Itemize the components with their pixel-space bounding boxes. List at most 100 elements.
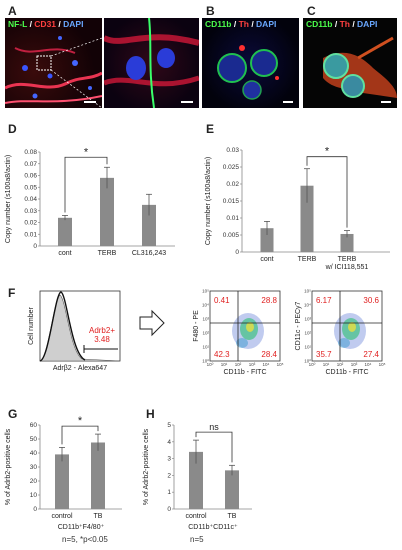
- bar-chart-e: 0 0.005 0.01 0.015 0.02 0.025 0.03 Copy number …: [205, 146, 390, 271]
- arrow-icon: [139, 309, 165, 337]
- x-tick-label: 10⁵: [379, 362, 386, 367]
- x-axis-label: CD11b - FITC: [325, 369, 368, 376]
- y-tick-label: 0.06: [24, 173, 37, 180]
- category-label: control: [185, 513, 206, 520]
- category-label: w/ ICI118,551: [325, 264, 369, 271]
- histogram-line: [39, 291, 86, 362]
- micrograph-a-overview-image: [5, 36, 102, 108]
- y-tick-label: 0.08: [24, 149, 37, 156]
- y-tick-label: 2: [167, 472, 171, 479]
- significance-label: *: [84, 146, 89, 158]
- bar-chart-h: 0 1 2 3 4 5 % of Adrb2-positive cells control TB…: [143, 422, 252, 531]
- x-tick-label: 10⁴: [263, 362, 270, 367]
- stain-sep: /: [27, 19, 35, 29]
- x-axis-label: CD11b⁺F4/80⁺: [58, 524, 105, 531]
- quadrant-bottom-right: 28.4: [261, 350, 277, 359]
- quadrant-bottom-left: 42.3: [214, 350, 230, 359]
- x-tick-label: 10²: [235, 362, 242, 367]
- category-label: TB: [228, 513, 237, 520]
- bar-chart-g: 0 10 20 30 40 50 60 % of Adrb2-positive cells co…: [5, 415, 122, 531]
- stain-sep: /: [56, 19, 64, 29]
- significance-bracket: [61, 425, 99, 445]
- scale-bar: [181, 101, 193, 103]
- panel-label-f: F: [8, 286, 16, 300]
- category-label: TERB: [338, 256, 357, 263]
- y-tick-label: 50: [30, 436, 38, 443]
- stain-legend-b: CD11b / Th / DAPI: [205, 19, 276, 29]
- quadrant-top-right: 28.8: [261, 296, 277, 305]
- panel-label-h: H: [146, 407, 155, 421]
- y-tick-label: 0.03: [226, 147, 239, 154]
- panel-label-c: C: [307, 4, 316, 18]
- y-tick-label: 30: [30, 464, 38, 471]
- y-tick-label: 0: [167, 506, 171, 513]
- y-tick-label: 0.02: [226, 181, 239, 188]
- bar: [260, 228, 274, 252]
- y-tick-label: 20: [30, 478, 38, 485]
- micrograph-b-image: [217, 45, 279, 100]
- x-tick-label: 10³: [249, 362, 256, 367]
- bar: [189, 451, 203, 509]
- stain-cd11b: CD11b: [306, 19, 333, 29]
- x-axis-label: Adrβ2 - Alexa647: [53, 365, 107, 372]
- category-label: TB: [94, 513, 103, 520]
- y-tick-label: 0.05: [24, 184, 37, 191]
- y-axis-label: Copy number (s100a8/actin): [5, 155, 12, 243]
- category-label: control: [51, 513, 72, 520]
- significance-bracket: [64, 156, 108, 213]
- y-tick-label: 5: [167, 422, 171, 429]
- stain-cd11b: CD11b: [205, 19, 232, 29]
- x-tick-label: 10⁵: [277, 362, 284, 367]
- category-label: cont: [260, 256, 273, 263]
- y-tick-label: 10⁰: [304, 359, 311, 364]
- density-lower: [338, 338, 350, 348]
- bar: [100, 177, 114, 246]
- y-tick-label: 0.02: [24, 220, 37, 227]
- micrograph-b: CD11b / Th / DAPI: [202, 18, 299, 108]
- stain-legend-a: NF-L / CD31 / DAPI: [8, 19, 83, 29]
- y-tick-label: 10²: [304, 331, 311, 336]
- y-tick-label: 10⁴: [202, 303, 209, 308]
- y-tick-label: 10¹: [304, 345, 311, 350]
- stain-sep: /: [332, 19, 340, 29]
- quadrant-bottom-left: 35.7: [316, 350, 332, 359]
- x-tick-label: 10³: [351, 362, 358, 367]
- y-tick-label: 10¹: [202, 345, 209, 350]
- y-tick-label: 4: [167, 439, 171, 446]
- significance-label: ns: [209, 422, 219, 432]
- panel-label-b: B: [206, 4, 215, 18]
- gate-value: 3.48: [94, 335, 110, 344]
- x-axis-label: CD11b - FITC: [223, 369, 266, 376]
- y-tick-label: 0.005: [223, 232, 240, 239]
- x-tick-label: 10⁴: [365, 362, 372, 367]
- bar: [58, 217, 72, 246]
- y-tick-label: 0: [33, 506, 37, 513]
- y-axis-label: CD11c - PECy7: [295, 301, 302, 350]
- y-tick-label: 0: [235, 249, 239, 256]
- scale-bar: [283, 101, 293, 103]
- significance-label: *: [325, 146, 330, 158]
- micrograph-a-zoom-image: [104, 18, 199, 108]
- y-tick-label: 0.01: [24, 231, 37, 238]
- quadrant-top-right: 30.6: [363, 296, 379, 305]
- category-label: TERB: [298, 256, 317, 263]
- y-tick-label: 0: [33, 243, 37, 250]
- y-tick-label: 10³: [202, 317, 209, 322]
- quadrant-top-left: 6.17: [316, 296, 332, 305]
- category-label: CL316,243: [132, 250, 166, 257]
- density-core: [246, 322, 254, 332]
- stain-sep: /: [349, 19, 358, 29]
- y-tick-label: 3: [167, 456, 171, 463]
- bar: [340, 233, 354, 252]
- flow-cytometry-panel: Adrb2+3.48 Cell number Adrβ2 - Alexa647 10⁰…: [28, 289, 386, 377]
- y-axis-label: % of Adrb2-positive cells: [5, 428, 12, 505]
- category-label: TERB: [98, 250, 117, 257]
- y-tick-label: 0.03: [24, 208, 37, 215]
- density-core: [348, 322, 356, 332]
- y-tick-label: 0.07: [24, 161, 37, 168]
- micrograph-c: CD11b / Th / DAPI: [303, 18, 397, 108]
- y-tick-label: 0.04: [24, 196, 37, 203]
- x-tick-label: 10⁰: [207, 362, 214, 367]
- panel-label-e: E: [206, 122, 215, 136]
- y-tick-label: 10⁰: [202, 359, 209, 364]
